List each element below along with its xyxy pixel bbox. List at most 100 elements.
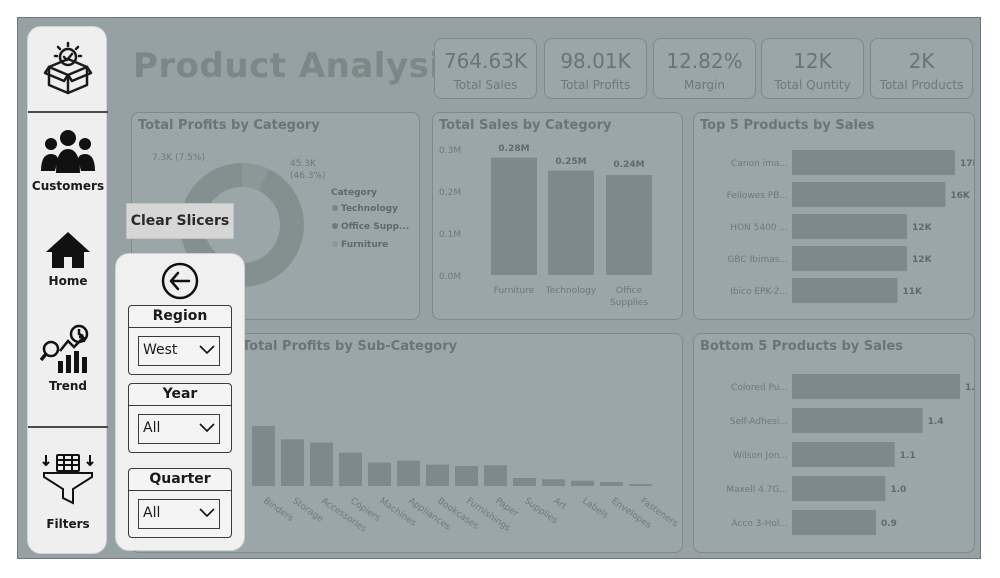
filter-funnel-icon — [42, 454, 94, 505]
slice-label: 45.3K — [290, 159, 317, 169]
legend-marker — [332, 205, 338, 211]
chart-bar — [792, 214, 908, 239]
category-label: Ibico EPK-2... — [730, 287, 788, 297]
clear-slicers-button[interactable]: Clear Slicers — [126, 203, 234, 239]
nav-divider — [28, 111, 108, 113]
year-dropdown[interactable]: All — [138, 414, 220, 444]
slicer-region: Region West — [128, 305, 232, 375]
slicer-year: Year All — [128, 383, 232, 453]
category-label: Colored Pu... — [731, 383, 788, 393]
kpi-total-sales: 764.63K Total Sales — [434, 38, 537, 99]
category-label: Wilson Jon... — [733, 451, 788, 461]
legend-marker — [332, 223, 338, 229]
panel-top5-products: Top 5 Products by Sales Canon ima... 17K F… — [693, 112, 975, 320]
kpi-total-products: 2K Total Products — [870, 38, 973, 99]
slicer-label: Quarter — [129, 469, 231, 491]
category-label: Fellowes PB... — [727, 191, 788, 201]
x-tick: Art — [551, 496, 568, 512]
kpi-value: 12.82% — [666, 49, 743, 73]
panel-title: Total Profits by Category — [138, 118, 320, 133]
chart-bar — [455, 466, 478, 486]
quarter-dropdown[interactable]: All — [138, 499, 220, 529]
dashboard-canvas: Product Analysis 764.63K Total Sales 98.… — [17, 17, 981, 559]
panel-sales-by-category: Total Sales by Category 0.3M 0.2M 0.1M 0… — [432, 112, 683, 320]
kpi-total-quantity: 12K Total Quntity — [761, 38, 864, 99]
kpi-label: Total Sales — [453, 78, 518, 92]
chart-bar — [792, 408, 923, 433]
bar-data-label: 1.0 — [890, 485, 906, 495]
chart-bar — [491, 157, 537, 275]
sidebar-item-label: Customers — [31, 179, 105, 193]
back-arrow-icon[interactable] — [161, 262, 199, 300]
dropdown-value: All — [143, 420, 161, 436]
bar-data-label: 1.1 — [900, 451, 916, 461]
panel-title: Total Profits by Sub-Category — [242, 339, 458, 354]
chart-bar — [792, 246, 908, 271]
legend-item: Technology — [341, 204, 398, 214]
bar-data-label: 16K — [950, 191, 971, 201]
chart-bar — [339, 452, 362, 486]
bar-data-label: 17K — [960, 159, 975, 169]
bar-data-label: 0.25M — [555, 157, 586, 167]
sidebar-item-home[interactable]: Home — [28, 230, 108, 288]
dropdown-value: All — [143, 505, 161, 521]
y-tick: 0.0M — [439, 272, 461, 282]
chart-bar — [792, 278, 898, 303]
x-tick: Storage — [290, 496, 325, 525]
chart-bar — [310, 442, 333, 486]
kpi-label: Total Quntity — [774, 78, 851, 92]
customers-icon — [41, 130, 95, 173]
home-icon — [46, 232, 90, 268]
panel-profits-by-subcategory: Total Profits by Sub-Category Binders Sto… — [131, 333, 683, 553]
bar-data-label: 0.9 — [881, 519, 897, 529]
chart-bar — [792, 510, 876, 535]
sidebar-item-label: Trend — [48, 379, 88, 393]
chart-bar — [606, 175, 652, 275]
category-label: Acco 3-Hol... — [731, 519, 788, 529]
sales-bar-chart: 0.3M 0.2M 0.1M 0.0M 0.28M 0.25M 0.24M Fu… — [439, 144, 652, 308]
legend-item: Office Supp... — [341, 222, 409, 232]
dropdown-value: West — [143, 342, 178, 358]
bar-data-label: 0.24M — [613, 160, 644, 170]
x-tick: Supplies — [610, 298, 648, 308]
x-tick: Technology — [545, 286, 597, 296]
product-box-icon — [43, 41, 93, 95]
donut-slice-furniture — [241, 163, 270, 192]
slicer-quarter: Quarter All — [128, 468, 232, 538]
chart-bar — [281, 439, 304, 486]
slicer-label: Year — [129, 384, 231, 406]
chart-bar — [548, 170, 594, 275]
kpi-value: 764.63K — [443, 49, 528, 73]
legend-marker — [332, 241, 338, 247]
region-dropdown[interactable]: West — [138, 336, 220, 366]
kpi-value: 2K — [908, 49, 935, 73]
kpi-label: Margin — [684, 78, 725, 92]
chart-bar — [792, 150, 955, 175]
chart-bar — [571, 480, 594, 486]
sidebar-item-label: Home — [48, 274, 88, 288]
bar-data-label: 1.4 — [928, 417, 944, 427]
panel-title: Total Sales by Category — [439, 118, 612, 133]
kpi-value: 98.01K — [560, 49, 631, 73]
category-label: GBC Ibimas... — [727, 255, 788, 265]
kpi-margin: 12.82% Margin — [653, 38, 756, 99]
bar-data-label: 12K — [912, 255, 933, 265]
chart-bar — [252, 426, 275, 486]
legend-item: Furniture — [341, 240, 388, 250]
chart-bar — [426, 464, 449, 486]
slicer-label: Region — [129, 306, 231, 328]
x-tick: Binders — [261, 496, 295, 524]
top5-bar-chart: Canon ima... 17K Fellowes PB... 16K HON 5400… — [727, 150, 975, 303]
sidebar-item-filters[interactable]: Filters — [28, 453, 108, 531]
y-tick: 0.1M — [439, 230, 461, 240]
bar-data-label: 11K — [902, 287, 923, 297]
x-tick: Office — [616, 286, 643, 296]
sidebar-item-customers[interactable]: Customers — [28, 129, 108, 193]
chevron-down-icon — [199, 345, 215, 355]
chart-bar — [542, 479, 565, 486]
kpi-value: 12K — [793, 49, 832, 73]
chart-bar — [629, 484, 652, 486]
bar-data-label: 12K — [912, 223, 933, 233]
sidebar-item-trend[interactable]: Trend — [28, 323, 108, 393]
sidebar-nav: Customers Home — [27, 26, 108, 554]
